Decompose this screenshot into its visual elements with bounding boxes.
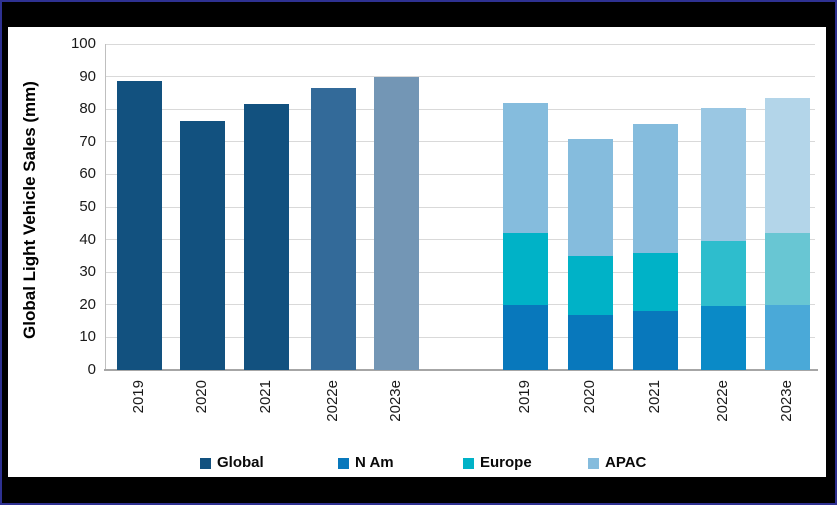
- x-axis-label-2020: 2020: [581, 380, 598, 414]
- legend-swatch-apac: [588, 457, 599, 469]
- x-axis-label-2019: 2019: [516, 380, 533, 414]
- gridline-90: [105, 76, 815, 78]
- y-tick-label: 80: [79, 100, 96, 118]
- x-axis-label-2023e: 2023e: [387, 380, 404, 422]
- legend-item-global: Global: [200, 455, 264, 471]
- x-axis-label-2019: 2019: [130, 380, 147, 414]
- gridline-40: [105, 239, 815, 241]
- gridline-60: [105, 173, 815, 175]
- bar-apac-2023e: [764, 97, 810, 234]
- y-tick-label: 0: [87, 361, 96, 378]
- y-tick-label: 30: [79, 263, 96, 281]
- bar-n-am-2021: [632, 311, 678, 370]
- x-axis-label-2022e: 2022e: [324, 380, 341, 422]
- bar-global-2020: [179, 120, 225, 370]
- bar-apac-2020: [567, 138, 613, 256]
- bar-global-2023e: [373, 76, 419, 370]
- legend-item-europe: Europe: [463, 455, 532, 471]
- gridline-70: [105, 141, 815, 143]
- x-axis-label-2023e: 2023e: [778, 380, 795, 422]
- bar-apac-2021: [632, 123, 678, 253]
- bar-n-am-2022e: [700, 306, 746, 370]
- bar-europe-2019: [502, 233, 548, 305]
- y-tick-label: 10: [79, 328, 96, 346]
- x-axis-label-2021: 2021: [257, 380, 274, 414]
- bar-global-2021: [243, 104, 289, 370]
- x-axis-label-2021: 2021: [646, 380, 663, 414]
- bar-apac-2019: [502, 102, 548, 234]
- bar-europe-2022e: [700, 241, 746, 307]
- bar-apac-2022e: [700, 107, 746, 242]
- bar-global-2019: [116, 81, 162, 370]
- x-axis-label-2020: 2020: [193, 380, 210, 414]
- y-axis-title: Global Light Vehicle Sales (mm): [20, 81, 39, 339]
- bar-europe-2023e: [764, 233, 810, 305]
- legend-item-apac: APAC: [588, 455, 646, 471]
- y-tick-label: 50: [79, 198, 96, 215]
- gridline-50: [105, 206, 815, 208]
- legend-label-apac: APAC: [605, 454, 647, 471]
- bar-n-am-2020: [567, 314, 613, 370]
- y-axis-line: [105, 44, 106, 370]
- legend-label-global: Global: [217, 454, 264, 471]
- y-tick-label: 90: [79, 67, 96, 85]
- y-tick-label: 20: [79, 295, 96, 313]
- legend-swatch-global: [200, 457, 211, 469]
- legend-item-n-am: N Am: [338, 455, 394, 471]
- x-axis-baseline: [104, 369, 818, 371]
- bar-europe-2021: [632, 252, 678, 312]
- y-tick-label: 70: [79, 132, 96, 150]
- legend-label-europe: Europe: [480, 454, 532, 471]
- gridline-10: [105, 336, 815, 338]
- bar-europe-2020: [567, 255, 613, 315]
- chart-panel: Global Light Vehicle Sales (mm) 0 10 20 30 4…: [8, 27, 826, 477]
- bar-n-am-2023e: [764, 304, 810, 370]
- legend-swatch-europe: [463, 457, 474, 469]
- gridline-80: [105, 108, 815, 110]
- x-axis-label-2022e: 2022e: [714, 380, 731, 422]
- gridline-20: [105, 304, 815, 306]
- bar-global-2022e: [310, 88, 356, 370]
- y-tick-label: 100: [70, 35, 96, 52]
- bar-n-am-2019: [502, 304, 548, 370]
- legend-label-n-am: N Am: [355, 454, 394, 471]
- y-tick-label: 40: [79, 230, 96, 248]
- legend-swatch-n-am: [338, 457, 349, 469]
- gridline-100: [105, 43, 815, 45]
- gridline-30: [105, 271, 815, 273]
- y-tick-label: 60: [79, 165, 96, 183]
